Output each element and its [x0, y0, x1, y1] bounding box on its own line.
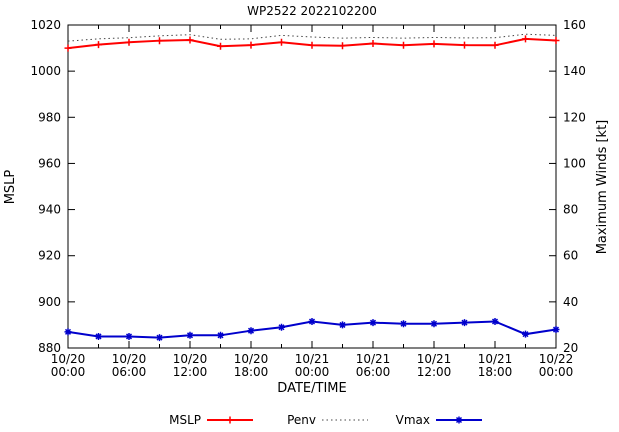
y-tick-label-right: 60	[563, 249, 578, 263]
chart-title: WP2522 2022102200	[247, 4, 377, 18]
y-tick-label-left: 880	[38, 341, 61, 355]
data-point-marker	[491, 317, 499, 325]
y-tick-label-right: 140	[563, 64, 586, 78]
x-tick-label-date: 10/20	[234, 352, 269, 366]
x-tick-label-date: 10/20	[112, 352, 147, 366]
x-tick-label-date: 10/21	[356, 352, 391, 366]
data-point-marker	[339, 42, 346, 50]
y-tick-label-left: 920	[38, 249, 61, 263]
x-tick-label-date: 10/21	[478, 352, 513, 366]
y-tick-label-left: 960	[38, 156, 61, 170]
x-tick-label-time: 00:00	[539, 365, 574, 379]
legend-label-vmax: Vmax	[396, 413, 430, 427]
data-point-marker	[217, 42, 224, 50]
data-point-marker	[64, 328, 72, 336]
y-tick-label-left: 980	[38, 110, 61, 124]
x-tick-label-date: 10/22	[539, 352, 574, 366]
data-point-marker	[369, 319, 377, 327]
y-axis-label-left: MSLP	[3, 170, 18, 205]
y-tick-label-right: 160	[563, 18, 586, 32]
x-tick-label-time: 12:00	[173, 365, 208, 379]
x-tick-label-date: 10/21	[295, 352, 330, 366]
x-tick-label-date: 10/20	[173, 352, 208, 366]
legend-label-penv: Penv	[287, 413, 316, 427]
data-point-marker	[491, 41, 499, 49]
x-tick-label-time: 18:00	[234, 365, 269, 379]
data-point-marker	[430, 320, 438, 328]
data-point-marker	[552, 326, 560, 334]
y-axis-label-right: Maximum Winds [kt]	[595, 120, 610, 255]
series-lines	[64, 33, 560, 342]
data-point-marker	[430, 40, 438, 48]
data-point-marker	[522, 330, 529, 338]
data-point-marker	[369, 39, 377, 47]
y-tick-label-left: 1000	[30, 64, 61, 78]
data-point-marker	[400, 41, 407, 49]
y-tick-label-right: 40	[563, 295, 578, 309]
x-tick-label-date: 10/20	[51, 352, 86, 366]
y-tick-label-right: 120	[563, 110, 586, 124]
data-point-marker	[156, 334, 163, 342]
data-point-marker	[217, 331, 224, 339]
plot-border	[67, 24, 557, 349]
data-point-marker	[278, 323, 285, 331]
data-point-marker	[461, 41, 468, 49]
data-point-marker	[95, 41, 102, 49]
x-tick-label-date: 10/21	[417, 352, 452, 366]
y-tick-label-right: 20	[563, 341, 578, 355]
y-tick-label-left: 940	[38, 203, 61, 217]
data-point-marker	[95, 332, 102, 340]
data-point-marker	[552, 36, 560, 44]
data-point-marker	[278, 38, 285, 46]
data-point-marker	[226, 416, 234, 424]
data-point-marker	[186, 331, 194, 339]
x-tick-label-time: 00:00	[51, 365, 86, 379]
y-tick-label-right: 100	[563, 156, 586, 170]
data-point-marker	[186, 36, 194, 44]
y-tick-label-left: 900	[38, 295, 61, 309]
data-point-marker	[522, 35, 529, 43]
x-tick-label-time: 06:00	[112, 365, 147, 379]
data-point-marker	[156, 37, 163, 45]
legend-label-mslp: MSLP	[169, 413, 201, 427]
plot-frame: 880 900 920 940 960 980 1000 1020 20 40 60 80 100 120…	[30, 18, 585, 379]
y-tick-label-left: 1020	[30, 18, 61, 32]
data-point-marker	[339, 321, 346, 329]
series-line-penv	[67, 33, 557, 42]
data-point-marker	[400, 320, 407, 328]
y-tick-label-right: 80	[563, 203, 578, 217]
x-tick-label-time: 18:00	[478, 365, 513, 379]
legend: MSLP Penv Vmax	[169, 413, 482, 427]
data-point-marker	[125, 332, 133, 340]
x-axis-label: DATE/TIME	[277, 381, 346, 396]
data-point-marker	[247, 327, 255, 335]
data-point-marker	[125, 38, 133, 46]
data-point-marker	[461, 319, 468, 327]
data-point-marker	[455, 416, 463, 424]
data-point-marker	[308, 317, 316, 325]
data-point-marker	[308, 41, 316, 49]
x-tick-label-time: 12:00	[417, 365, 452, 379]
data-point-marker	[64, 44, 72, 52]
x-tick-label-time: 00:00	[295, 365, 330, 379]
data-point-marker	[247, 41, 255, 49]
x-tick-label-time: 06:00	[356, 365, 391, 379]
